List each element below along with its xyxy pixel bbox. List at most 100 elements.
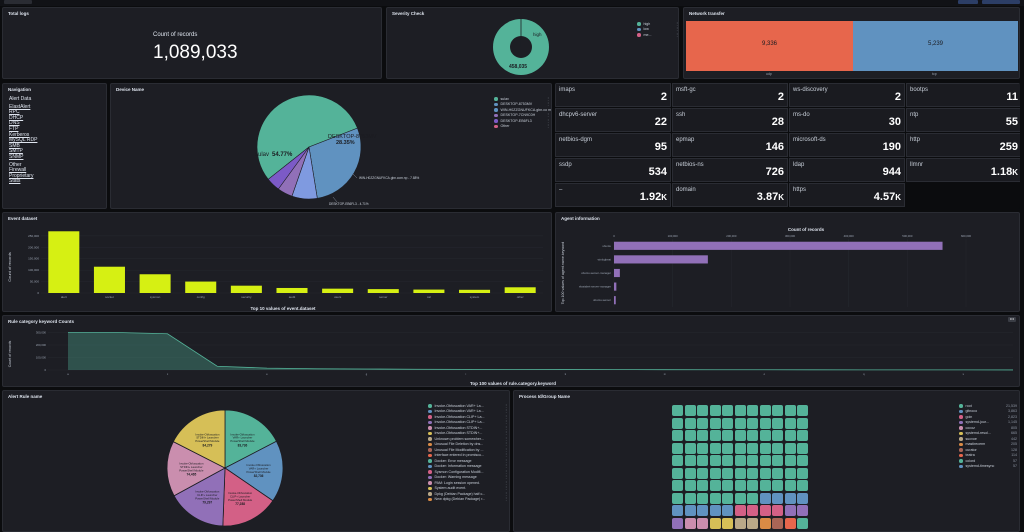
port-metric-tile[interactable]: llmnr 1.18K bbox=[906, 158, 1020, 182]
waffle-cell[interactable] bbox=[797, 492, 808, 504]
legend-item[interactable]: high ⋮ bbox=[637, 21, 678, 27]
port-metric-tile[interactable]: https 4.57K bbox=[789, 183, 905, 207]
nav-link[interactable]: Kerberos bbox=[9, 131, 30, 138]
waffle-cell[interactable] bbox=[672, 517, 683, 529]
nav-link[interactable]: RPC bbox=[9, 109, 20, 116]
legend-item[interactable]: mastirecerm 205 bbox=[959, 442, 1017, 448]
waffle-cell[interactable] bbox=[759, 405, 771, 416]
toolbar-button-b[interactable] bbox=[982, 0, 1020, 4]
nav-link[interactable]: DHCP bbox=[9, 114, 24, 121]
waffle-cell[interactable] bbox=[734, 417, 746, 429]
waffle-cell[interactable] bbox=[784, 505, 796, 516]
port-metric-tile[interactable]: netbios-ns 726 bbox=[672, 158, 788, 182]
waffle-cell[interactable] bbox=[709, 480, 721, 491]
waffle-cell[interactable] bbox=[672, 455, 683, 466]
waffle-cell[interactable] bbox=[772, 417, 783, 429]
waffle-cell[interactable] bbox=[747, 455, 758, 466]
legend-item[interactable]: Other ⋮ bbox=[494, 124, 550, 130]
waffle-cell[interactable] bbox=[772, 480, 783, 491]
waffle-cell[interactable] bbox=[734, 442, 746, 454]
legend-item[interactable]: gitnoco 3,863 bbox=[959, 409, 1017, 415]
waffle-cell[interactable] bbox=[747, 417, 758, 429]
bar[interactable] bbox=[614, 255, 708, 264]
legend-item[interactable]: Docker: Error message ⋮ bbox=[428, 458, 508, 464]
waffle-cell[interactable] bbox=[784, 442, 796, 454]
waffle-cell[interactable] bbox=[697, 430, 708, 441]
waffle-cell[interactable] bbox=[672, 405, 683, 416]
bar[interactable] bbox=[185, 281, 217, 293]
legend-item[interactable]: DESKTOP-8753MV ⋮ bbox=[494, 102, 550, 108]
waffle-cell[interactable] bbox=[672, 492, 683, 504]
legend-item[interactable]: DESKTOP-7CN9C0H ⋮ bbox=[494, 113, 550, 119]
bar[interactable] bbox=[614, 268, 620, 278]
legend-item[interactable]: systemd-timesync 57 bbox=[959, 464, 1017, 470]
legend-item[interactable]: sucvoe 442 bbox=[959, 436, 1017, 442]
waffle-cell[interactable] bbox=[734, 455, 746, 466]
waffle-cell[interactable] bbox=[722, 517, 733, 529]
waffle-cell[interactable] bbox=[722, 442, 733, 454]
nav-link[interactable]: Proprietary bbox=[9, 172, 34, 179]
bar[interactable] bbox=[614, 241, 943, 250]
legend-more-icon[interactable]: ⋮ bbox=[546, 113, 550, 118]
bar[interactable] bbox=[367, 289, 399, 293]
waffle-cell[interactable] bbox=[784, 455, 796, 466]
waffle-cell[interactable] bbox=[772, 442, 783, 454]
waffle-cell[interactable] bbox=[772, 467, 783, 479]
area-fill[interactable] bbox=[68, 332, 1013, 371]
legend-item[interactable]: PAM: Login session opened. ⋮ bbox=[428, 480, 508, 486]
legend-item[interactable]: Invoke-Obfuscation CLIP+ La... ⋮ bbox=[428, 420, 508, 426]
waffle-cell[interactable] bbox=[672, 467, 683, 479]
pie-slice[interactable] bbox=[173, 467, 226, 527]
legend-item[interactable]: Sysmon Configuration Modifi... ⋮ bbox=[428, 469, 508, 475]
port-metric-tile[interactable]: http 259 bbox=[906, 133, 1020, 157]
network-bar-tcp[interactable]: 5,239 bbox=[853, 21, 1018, 71]
bar[interactable] bbox=[614, 296, 616, 305]
waffle-cell[interactable] bbox=[709, 405, 721, 416]
waffle-cell[interactable] bbox=[734, 405, 746, 416]
legend-item[interactable]: Docker: Warning message ⋮ bbox=[428, 475, 508, 481]
port-metric-tile[interactable]: ws-discovery 2 bbox=[789, 83, 905, 107]
waffle-cell[interactable] bbox=[722, 480, 733, 491]
waffle-cell[interactable] bbox=[797, 430, 808, 441]
waffle-cell[interactable] bbox=[734, 492, 746, 504]
bar[interactable] bbox=[413, 289, 445, 293]
waffle-cell[interactable] bbox=[709, 430, 721, 441]
waffle-cell[interactable] bbox=[759, 417, 771, 429]
bar[interactable] bbox=[459, 289, 491, 293]
legend-item[interactable]: System audit event. ⋮ bbox=[428, 486, 508, 492]
toolbar-button-a[interactable] bbox=[958, 0, 978, 4]
waffle-cell[interactable] bbox=[722, 492, 733, 504]
waffle-cell[interactable] bbox=[772, 455, 783, 466]
legend-item[interactable]: colord 57 bbox=[959, 458, 1017, 464]
menu-button[interactable] bbox=[4, 0, 32, 4]
waffle-cell[interactable] bbox=[697, 480, 708, 491]
waffle-cell[interactable] bbox=[734, 517, 746, 529]
legend-more-icon[interactable]: ⋮ bbox=[504, 442, 508, 447]
waffle-cell[interactable] bbox=[697, 517, 708, 529]
legend-more-icon[interactable]: ⋮ bbox=[546, 102, 550, 107]
legend-item[interactable]: WIN-H0ZZGNUFKCA.gbn.co m.np⋮ bbox=[494, 107, 551, 113]
panel-options-button[interactable]: ••• bbox=[1008, 316, 1016, 322]
waffle-cell[interactable] bbox=[784, 517, 796, 529]
waffle-cell[interactable] bbox=[747, 480, 758, 491]
legend-more-icon[interactable]: ⋮ bbox=[504, 480, 508, 485]
port-metric-tile[interactable]: bootps 11 bbox=[906, 83, 1020, 107]
waffle-cell[interactable] bbox=[697, 417, 708, 429]
nav-link[interactable]: MySQL RDP bbox=[9, 137, 38, 144]
legend-item[interactable]: Invoke-Obfuscation STDIN+... ⋮ bbox=[428, 425, 508, 431]
waffle-cell[interactable] bbox=[747, 467, 758, 479]
legend-item[interactable]: DESKTOP-EB6FL3 ⋮ bbox=[494, 118, 550, 124]
legend-more-icon[interactable]: ⋮ bbox=[546, 96, 550, 101]
waffle-cell[interactable] bbox=[784, 467, 796, 479]
legend-more-icon[interactable]: ⋮ bbox=[504, 403, 508, 408]
waffle-cell[interactable] bbox=[697, 505, 708, 516]
bar[interactable] bbox=[614, 282, 617, 291]
waffle-cell[interactable] bbox=[684, 492, 696, 504]
pie-slice[interactable] bbox=[222, 467, 274, 527]
waffle-cell[interactable] bbox=[709, 492, 721, 504]
waffle-cell[interactable] bbox=[759, 455, 771, 466]
port-metric-tile[interactable]: ms-do 30 bbox=[789, 108, 905, 132]
bar[interactable] bbox=[230, 285, 262, 293]
legend-item[interactable]: Unusual File Modification by ... ⋮ bbox=[428, 447, 508, 453]
nav-link[interactable]: FTP bbox=[9, 125, 19, 132]
